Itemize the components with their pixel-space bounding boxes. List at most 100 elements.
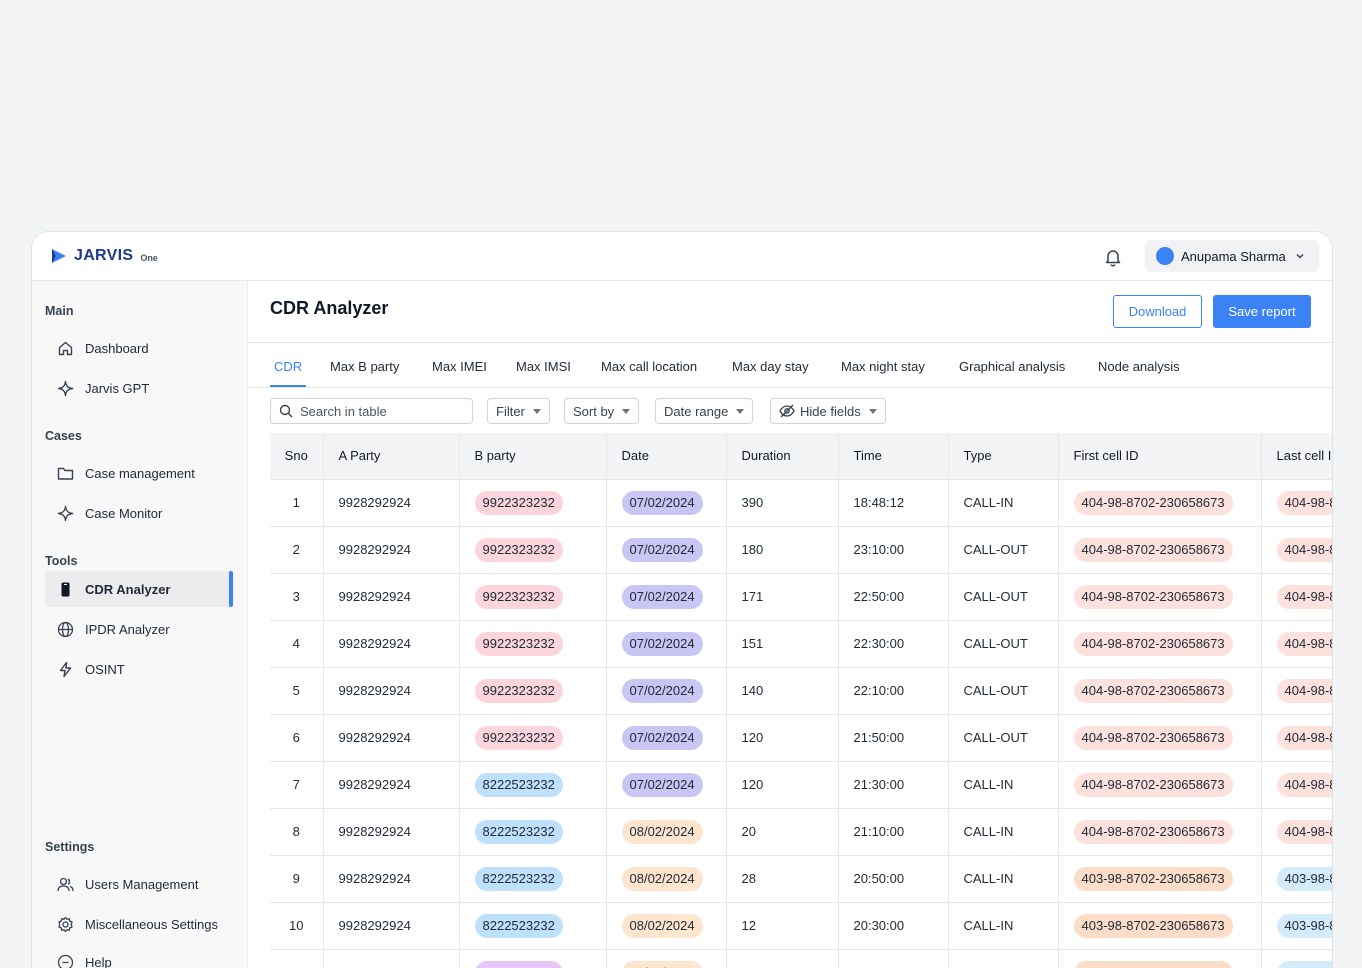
search-box[interactable] <box>270 398 473 424</box>
tab-max-imsi[interactable]: Max IMSI <box>516 359 571 374</box>
cell-id-tag[interactable]: 404-98-8702-230658673 <box>1073 678 1233 703</box>
b-party-tag[interactable]: 8222523232 <box>474 960 563 968</box>
b-party-tag[interactable]: 8222523232 <box>474 772 563 797</box>
cell-id-tag[interactable]: 404-98-8702-230658673 <box>1276 772 1332 797</box>
tab-max-day-stay[interactable]: Max day stay <box>732 359 809 374</box>
user-menu[interactable]: Anupama Sharma <box>1145 240 1319 272</box>
table-row[interactable]: 8 9928292924 8222523232 08/02/2024 20 21:10:0… <box>270 808 1332 856</box>
sidebar-item-users-management[interactable]: Users Management <box>45 866 233 902</box>
column-header-last-cell-id[interactable]: Last cell ID <box>1261 433 1332 480</box>
cell-id-tag[interactable]: 404-98-8702-230658673 <box>1073 584 1233 609</box>
cell-time: 22:10:00 <box>838 667 949 715</box>
date-tag[interactable]: 07/02/2024 <box>621 772 703 797</box>
cell-id-tag[interactable]: 404-98-8702-230658673 <box>1276 537 1332 562</box>
cell-id-tag[interactable]: 404-98-8702-230658673 <box>1073 819 1233 844</box>
tab-max-b-party[interactable]: Max B party <box>330 359 400 374</box>
sidebar-item-ipdr-analyzer[interactable]: IPDR Analyzer <box>45 611 233 647</box>
date-tag[interactable]: 07/02/2024 <box>621 537 703 562</box>
cell-id-tag[interactable]: 404-98-8702-230658673 <box>1073 631 1233 656</box>
sidebar-item-case-monitor[interactable]: Case Monitor <box>45 495 233 531</box>
b-party-tag[interactable]: 9922323232 <box>474 584 563 609</box>
cell-id-tag[interactable]: 404-98-8702-230658673 <box>1276 490 1332 515</box>
cdr-table-container[interactable]: Sno A Party B party Date Duration Time T… <box>270 433 1332 968</box>
date-tag[interactable]: 08/02/2024 <box>621 960 703 968</box>
hide-fields-dropdown[interactable]: Hide fields <box>770 398 886 424</box>
sidebar-item-miscellaneous-settings[interactable]: Miscellaneous Settings <box>45 906 233 942</box>
cell-id-tag[interactable]: 403-98-8702-230658673 <box>1276 960 1332 968</box>
cell-id-tag[interactable]: 404-98-8702-230658673 <box>1073 490 1233 515</box>
date-range-dropdown[interactable]: Date range <box>655 398 754 424</box>
tab-max-call-location[interactable]: Max call location <box>601 359 698 374</box>
cell-id-tag[interactable]: 403-98-8702-230658673 <box>1276 913 1332 938</box>
table-row[interactable]: 2 9928292924 9922323232 07/02/2024 180 23:10:… <box>270 526 1332 574</box>
b-party-tag[interactable]: 9922323232 <box>474 678 563 703</box>
cell-id-tag[interactable]: 404-98-8702-230658673 <box>1276 678 1332 703</box>
b-party-tag[interactable]: 9922323232 <box>474 490 563 515</box>
date-tag[interactable]: 08/02/2024 <box>621 913 703 938</box>
table-row[interactable]: 1 9928292924 9922323232 07/02/2024 390 18:48:… <box>270 479 1332 527</box>
tab-graphical-analysis[interactable]: Graphical analysis <box>959 359 1066 374</box>
table-row[interactable]: 4 9928292924 9922323232 07/02/2024 151 22:30:… <box>270 620 1332 668</box>
sidebar-item-dashboard[interactable]: Dashboard <box>45 330 233 366</box>
save-report-button[interactable]: Save report <box>1213 295 1311 328</box>
sidebar-item-help[interactable]: Help <box>45 944 233 968</box>
tab-node-analysis[interactable]: Node analysis <box>1098 359 1180 374</box>
sidebar-item-case-management[interactable]: Case management <box>45 455 233 491</box>
table-row[interactable]: 3 9928292924 9922323232 07/02/2024 171 22:50:… <box>270 573 1332 621</box>
table-row[interactable]: 5 9928292924 9922323232 07/02/2024 140 22:10:… <box>270 667 1332 715</box>
date-tag[interactable]: 08/02/2024 <box>621 819 703 844</box>
b-party-tag[interactable]: 9922323232 <box>474 631 563 656</box>
cell-id-tag[interactable]: 404-98-8702-230658673 <box>1276 819 1332 844</box>
cell-time: 21:50:00 <box>838 714 949 762</box>
table-row[interactable]: 6 9928292924 9922323232 07/02/2024 120 21:50:… <box>270 714 1332 762</box>
column-header-a-party[interactable]: A Party <box>323 433 460 480</box>
cell-id-tag[interactable]: 403-98-8702-230658673 <box>1073 913 1233 938</box>
notification-bell-icon[interactable] <box>1103 247 1123 272</box>
b-party-tag[interactable]: 8222523232 <box>474 866 563 891</box>
cell-id-tag[interactable]: 404-98-8702-230658673 <box>1276 725 1332 750</box>
column-header-date[interactable]: Date <box>606 433 727 480</box>
tab-max-imei[interactable]: Max IMEI <box>432 359 487 374</box>
cell-sno: 5 <box>270 667 324 715</box>
b-party-tag[interactable]: 9922323232 <box>474 725 563 750</box>
date-tag[interactable]: 07/02/2024 <box>621 490 703 515</box>
app-logo[interactable]: JARVIS One <box>50 247 158 265</box>
column-header-duration[interactable]: Duration <box>726 433 839 480</box>
cell-id-tag[interactable]: 404-98-8702-230658673 <box>1073 537 1233 562</box>
date-tag[interactable]: 07/02/2024 <box>621 678 703 703</box>
download-button[interactable]: Download <box>1113 295 1202 328</box>
filter-dropdown[interactable]: Filter <box>487 398 550 424</box>
column-header-time[interactable]: Time <box>838 433 949 480</box>
column-header-b-party[interactable]: B party <box>459 433 607 480</box>
cell-a-party: 9928292924 <box>323 573 460 621</box>
cell-id-tag[interactable]: 404-98-8702-230658673 <box>1276 584 1332 609</box>
sidebar-item-osint[interactable]: OSINT <box>45 651 233 687</box>
tab-cdr[interactable]: CDR <box>274 359 303 374</box>
date-tag[interactable]: 08/02/2024 <box>621 866 703 891</box>
table-row[interactable]: 9 9928292924 8222523232 08/02/2024 28 20:50:0… <box>270 855 1332 903</box>
date-tag[interactable]: 07/02/2024 <box>621 584 703 609</box>
table-row[interactable]: 119928292924 8222523232 08/02/2024 1220:10:… <box>270 949 1332 968</box>
b-party-tag[interactable]: 8222523232 <box>474 913 563 938</box>
sidebar-item-cdr-analyzer[interactable]: CDR Analyzer <box>45 571 233 607</box>
search-input[interactable] <box>300 403 460 419</box>
b-party-tag[interactable]: 8222523232 <box>474 819 563 844</box>
cell-id-tag[interactable]: 403-98-8702-230658673 <box>1073 866 1233 891</box>
column-header-first-cell-id[interactable]: First cell ID <box>1058 433 1262 480</box>
cell-id-tag[interactable]: 403-98-8702-230658673 <box>1073 960 1233 968</box>
sort-dropdown[interactable]: Sort by <box>564 398 640 424</box>
b-party-tag[interactable]: 9922323232 <box>474 537 563 562</box>
cell-id-tag[interactable]: 404-98-8702-230658673 <box>1073 772 1233 797</box>
cell-id-tag[interactable]: 404-98-8702-230658673 <box>1276 631 1332 656</box>
column-header-sno[interactable]: Sno <box>270 433 324 480</box>
cell-id-tag[interactable]: 403-98-8702-230658673 <box>1276 866 1332 891</box>
date-tag[interactable]: 07/02/2024 <box>621 725 703 750</box>
cell-id-tag[interactable]: 404-98-8702-230658673 <box>1073 725 1233 750</box>
tab-max-night-stay[interactable]: Max night stay <box>841 359 925 374</box>
column-header-type[interactable]: Type <box>948 433 1059 480</box>
sparkle-icon <box>56 379 74 397</box>
table-row[interactable]: 10 9928292924 8222523232 08/02/2024 12 20:30:… <box>270 902 1332 950</box>
table-row[interactable]: 7 9928292924 8222523232 07/02/2024 120 21:30:… <box>270 761 1332 809</box>
date-tag[interactable]: 07/02/2024 <box>621 631 703 656</box>
sidebar-item-jarvis-gpt[interactable]: Jarvis GPT <box>45 370 233 406</box>
